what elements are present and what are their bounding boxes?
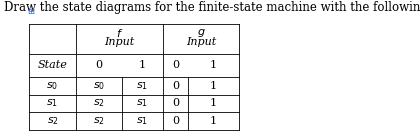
- Text: Draw the state diagrams for the finite-state machine with the following state ta: Draw the state diagrams for the finite-s…: [4, 1, 420, 14]
- Text: $f$: $f$: [116, 27, 123, 39]
- Text: 0: 0: [172, 81, 179, 91]
- Text: 0: 0: [172, 98, 179, 108]
- Text: $s_2$: $s_2$: [93, 97, 105, 109]
- Text: $s_1$: $s_1$: [47, 97, 58, 109]
- Text: 1: 1: [210, 116, 217, 126]
- Text: Input: Input: [104, 37, 134, 47]
- Text: Input: Input: [186, 37, 216, 47]
- Text: $s_2$: $s_2$: [93, 115, 105, 127]
- Text: 1: 1: [210, 81, 217, 91]
- Text: $s_1$: $s_1$: [136, 97, 148, 109]
- Text: 1: 1: [210, 98, 217, 108]
- Text: $s_2$: $s_2$: [47, 115, 58, 127]
- Text: 1: 1: [139, 60, 146, 70]
- Text: $s_0$: $s_0$: [93, 80, 105, 92]
- Text: 0: 0: [172, 116, 179, 126]
- Text: $s_0$: $s_0$: [47, 80, 58, 92]
- Text: $g$: $g$: [197, 27, 205, 39]
- Text: 1: 1: [210, 60, 217, 70]
- Text: ⊞: ⊞: [27, 7, 34, 16]
- Text: 0: 0: [95, 60, 102, 70]
- Text: 0: 0: [172, 60, 179, 70]
- Text: State: State: [37, 60, 68, 70]
- Text: $s_1$: $s_1$: [136, 115, 148, 127]
- Text: $s_1$: $s_1$: [136, 80, 148, 92]
